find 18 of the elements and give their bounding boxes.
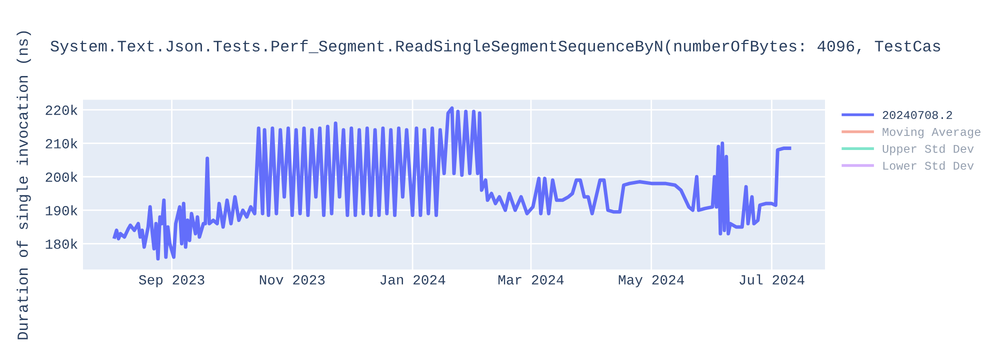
legend-label: Lower Std Dev <box>883 161 974 170</box>
legend-label: Moving Average <box>882 127 980 138</box>
y-tick-label: 180k <box>46 238 78 249</box>
y-tick-label: 200k <box>46 172 78 182</box>
line-series <box>112 106 792 261</box>
legend-label: Upper Std Dev <box>882 144 974 156</box>
x-tick-label: Mar 2024 <box>498 275 564 285</box>
y-axis-title: Duration of single invocation (ns) <box>16 31 31 340</box>
x-tick-label: Sep 2023 <box>138 275 204 288</box>
x-tick-label: Jul 2024 <box>740 274 804 285</box>
y-tick-label: 190k <box>46 205 78 216</box>
chart-title: System.Text.Json.Tests.Perf_Segment.ReadSingleSegmentSequenceByN(numberOfBytes: 4096, TestCas <box>50 40 940 55</box>
y-tick-label: 210k <box>46 138 78 148</box>
y-tick-label: 220k <box>46 104 78 115</box>
x-tick-label: Jan 2024 <box>380 275 446 285</box>
x-tick-label: Nov 2023 <box>260 275 325 285</box>
legend-label: 20240708.2 <box>882 111 952 120</box>
x-tick-label: May 2024 <box>618 275 684 288</box>
